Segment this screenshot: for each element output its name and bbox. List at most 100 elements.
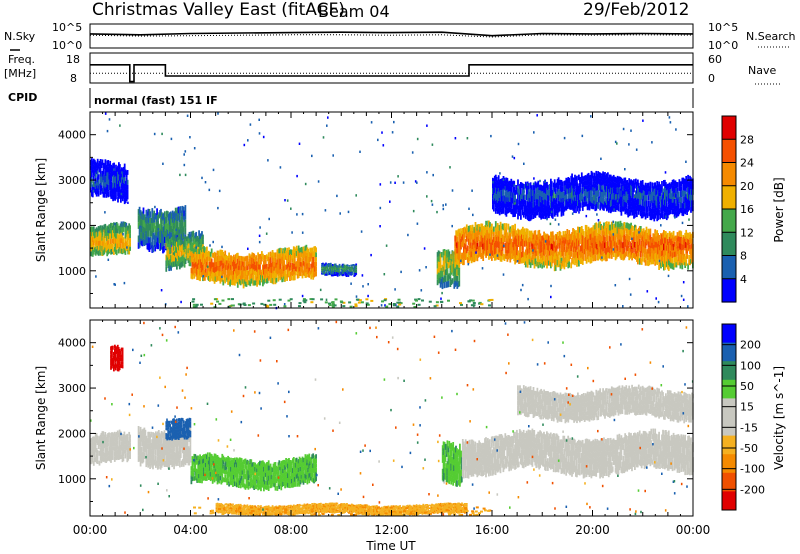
power-cell [109,224,111,229]
power-cell [274,278,277,285]
power-cell [262,280,264,287]
power-cell [333,267,336,270]
power-cell [589,251,592,258]
power-cell [617,221,620,228]
power-cell [182,213,185,220]
power-cell [347,272,350,275]
power-cell [598,233,601,241]
power-speckle [638,231,640,234]
power-cell [688,234,690,240]
power-cell [326,264,328,267]
power-cell [684,262,687,268]
power-cell [614,234,617,241]
power-cell [301,273,304,279]
power-cell [127,230,130,236]
power-cell [634,253,636,259]
power-cell [228,274,230,280]
power-cell [661,193,663,200]
power-cell [519,241,521,247]
power-cell [661,245,663,251]
power-cell [483,231,486,238]
power-cell [167,262,170,269]
power-cell [485,245,487,252]
power-cell [162,213,164,221]
power-cell [562,203,565,210]
power-cell [654,235,657,242]
power-cell [107,166,110,173]
power-cell [603,222,605,229]
power-cell [487,220,489,227]
power-speckle [613,208,615,211]
power-cell [206,251,208,257]
power-cell [614,240,617,248]
power-cell [460,228,462,234]
power-cell [274,263,277,269]
power-speckle [451,189,454,192]
power-cell [264,277,267,282]
power-cell [501,178,504,184]
power-cell [606,179,608,186]
power-cell [167,241,170,247]
power-cell [449,270,452,277]
power-cell [271,261,274,267]
power-cell [688,244,690,250]
power-speckle [221,275,223,279]
power-cell [499,248,502,255]
power-cell [665,261,667,268]
power-cell [525,246,528,253]
power-cell [617,194,620,200]
power-cell [196,269,199,275]
power-cell [562,249,565,256]
power-speckle [262,135,265,139]
power-cell [577,189,579,195]
power-cell [525,240,528,247]
power-cell [548,235,550,241]
power-cell [304,245,307,252]
power-cell [147,229,150,237]
power-cell [519,200,521,206]
power-cell [473,256,476,263]
power-cell [118,247,121,252]
power-cell [160,242,162,250]
power-cell [549,189,551,195]
power-cell [190,273,193,279]
power-cell [152,226,155,233]
power-cell [665,243,667,250]
power-cell [624,189,627,196]
power-ground-cell [480,303,484,306]
power-cell [598,252,601,259]
power-ground-cell [467,300,471,303]
power-cell [628,178,631,185]
power-cell [682,203,685,210]
power-cell [343,270,346,272]
power-cell [683,190,686,196]
power-cell [109,184,112,191]
power-cell [608,236,611,242]
power-cell [456,253,458,259]
power-cell [627,245,630,252]
power-cell [551,244,554,251]
power-speckle [600,173,603,176]
power-speckle [338,273,341,277]
power-cell [567,262,570,269]
power-cell [492,198,494,205]
power-cell [638,239,641,246]
power-cell [200,244,202,250]
power-cell [498,230,501,237]
freq-tick-bottom: 8 [70,72,77,85]
power-cell [683,242,686,249]
power-cell [614,182,617,189]
power-cell [636,251,638,257]
power-cell [664,263,666,270]
power-cell [181,212,184,220]
power-cell [569,254,572,260]
power-cell [177,261,180,267]
power-cell [540,235,543,242]
power-cell [560,204,563,211]
power-speckle [571,212,574,215]
power-cell [606,247,608,255]
power-cell [341,263,344,266]
power-cell [90,176,92,182]
power-cell [646,238,649,244]
power-cell [275,262,278,268]
